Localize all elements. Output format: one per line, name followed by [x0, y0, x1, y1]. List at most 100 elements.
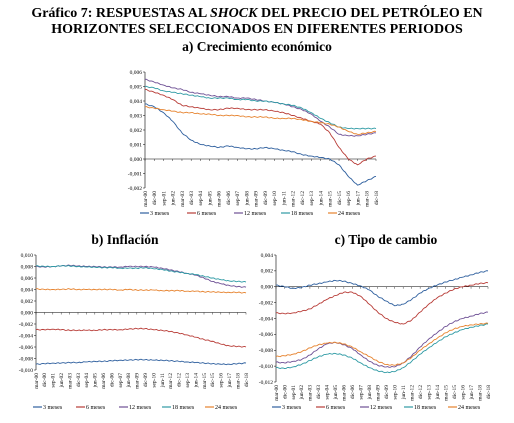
chart-b-x-tick-label: sep-16	[219, 373, 225, 388]
chart-c-series-3-meses	[275, 270, 489, 307]
chart-c-x-tick-label: jun-08	[367, 385, 373, 401]
chart-b-y-tick-label: -0,006	[19, 345, 33, 351]
chart-c-x-tick-label: jun-02	[299, 385, 305, 401]
chart-b-y-tick-label: 0,008	[21, 264, 34, 270]
chart-a-legend-label: 3 meses	[150, 211, 170, 217]
chart-c-x-tick-label: mar-18	[477, 385, 483, 401]
chart-c-y-tick-label: -0,012	[259, 380, 273, 386]
chart-b-x-tick-label: jun-17	[227, 373, 233, 389]
chart-a-y-tick-label: 0,004	[130, 99, 143, 105]
chart-c-x-tick-label: jun-14	[435, 385, 441, 401]
chart-a-x-tick-label: mar-03	[180, 191, 186, 207]
chart-a-x-tick-label: dic-06	[226, 191, 232, 205]
chart-b-legend-label: 6 meses	[86, 405, 106, 411]
chart-b-x-tick-label: mar-12	[168, 373, 174, 389]
chart-a-y-tick-label: 0,000	[130, 157, 143, 163]
chart-c-y-tick-label: 0,002	[261, 269, 274, 275]
chart-c-y-tick-label: -0,008	[259, 348, 273, 354]
chart-c-x-tick-label: dic-00	[282, 385, 288, 399]
chart-a-x-tick-label: sep-13	[309, 191, 315, 206]
chart-a-series-12-meses	[144, 78, 377, 137]
chart-b-x-tick-label: sep-07	[118, 373, 124, 388]
chart-c-y-tick-label: -0,010	[259, 364, 273, 370]
chart-a-x-tick-label: sep-10	[272, 191, 278, 206]
chart-c-legend-label: 3 meses	[282, 405, 302, 411]
chart-b-title: b) Inflación	[91, 232, 159, 247]
chart-c-series-18-meses	[275, 323, 489, 374]
chart-b-x-tick-label: sep-01	[51, 373, 57, 388]
chart-c-x-tick-label: jun-11	[401, 385, 407, 400]
chart-b-y-tick-label: -0,008	[19, 356, 33, 362]
chart-b-legend-label: 18 meses	[172, 405, 195, 411]
chart-a-series-3-meses	[144, 103, 377, 186]
chart-a-x-tick-label: mar-12	[291, 191, 297, 207]
chart-c-y-tick-label: -0,002	[259, 300, 273, 306]
chart-c-legend-label: 24 meses	[458, 405, 481, 411]
chart-b-y-tick-label: 0,000	[21, 310, 34, 316]
chart-c-x-tick-label: dic-15	[452, 385, 458, 399]
chart-c-x-tick-label: mar-12	[409, 385, 415, 401]
chart-a-legend-label: 18 meses	[291, 211, 314, 217]
chart-b-x-tick-label: sep-13	[185, 373, 191, 388]
chart-b-series-24-meses	[35, 288, 247, 294]
chart-c-y-tick-label: 0,000	[261, 285, 274, 291]
figure-title-line2: HORIZONTES SELECCIONADOS EN DIFERENTES P…	[51, 22, 463, 37]
chart-b-legend-label: 3 meses	[43, 405, 63, 411]
chart-a-x-tick-label: dic-18	[374, 191, 380, 205]
chart-a-x-tick-label: mar-06	[217, 191, 223, 207]
chart-c-x-tick-label: mar-09	[376, 385, 382, 401]
chart-c-x-tick-label: sep-16	[460, 385, 466, 400]
chart-c-series-24-meses	[275, 322, 489, 366]
chart-a-x-tick-label: sep-04	[198, 191, 204, 206]
chart-c-legend-label: 6 meses	[326, 405, 346, 411]
chart-b-legend-label: 12 meses	[129, 405, 152, 411]
chart-b-series-12-meses	[35, 264, 247, 288]
chart-a-x-tick-label: mar-09	[254, 191, 260, 207]
chart-a-x-tick-label: mar-18	[365, 191, 371, 207]
figure-title-part3: DEL PRECIO DEL PETRÓLEO EN	[257, 6, 483, 21]
chart-c-x-tick-label: mar-06	[342, 385, 348, 401]
chart-b-x-tick-label: mar-06	[101, 373, 107, 389]
chart-b-x-tick-label: dic-18	[244, 373, 250, 387]
chart-b-x-tick-label: dic-06	[109, 373, 115, 387]
chart-a-series-24-meses	[144, 106, 377, 135]
chart-a-x-tick-label: sep-16	[346, 191, 352, 206]
chart-a-y-tick-label: 0,005	[130, 84, 143, 90]
chart-c-y-tick-label: 0,004	[261, 253, 274, 259]
chart-b-series-18-meses	[35, 264, 247, 283]
chart-b-y-tick-label: 0,004	[21, 287, 34, 293]
chart-b-x-tick-label: dic-15	[210, 373, 216, 387]
chart-b-x-tick-label: mar-09	[135, 373, 141, 389]
chart-b-x-tick-label: jun-05	[93, 373, 99, 389]
chart-b-x-tick-label: sep-04	[84, 373, 90, 388]
chart-c-x-tick-label: dic-12	[418, 385, 424, 399]
chart-a-y-tick-label: 0,001	[130, 142, 143, 148]
chart-a-x-tick-label: jun-02	[171, 191, 177, 207]
chart-c-y-tick-label: -0,006	[259, 332, 273, 338]
chart-c-x-tick-label: mar-03	[308, 385, 314, 401]
chart-b-x-tick-label: mar-15	[202, 373, 208, 389]
chart-c-x-tick-label: jun-05	[333, 385, 339, 401]
chart-b-x-tick-label: jun-14	[193, 373, 199, 389]
figure-title-part1: Gráfico 7: RESPUESTAS AL	[31, 6, 210, 21]
chart-b-y-tick-label: 0,002	[21, 299, 34, 305]
chart-a-y-tick-label: -0,001	[128, 171, 142, 177]
chart-b-x-tick-label: jun-11	[160, 373, 166, 388]
chart-a-y-tick-label: 0,002	[130, 128, 143, 134]
chart-c-x-tick-label: mar-15	[443, 385, 449, 401]
chart-a-x-tick-label: jun-08	[244, 191, 250, 207]
chart-a-x-tick-label: jun-14	[318, 191, 324, 207]
chart-c-x-tick-label: sep-04	[325, 385, 331, 400]
chart-c-series-12-meses	[275, 311, 489, 368]
figure-title-shock: SHOCK	[209, 6, 258, 21]
chart-c-x-tick-label: sep-01	[291, 385, 297, 400]
chart-a-y-tick-label: -0,002	[128, 186, 142, 192]
chart-a-x-tick-label: mar-00	[143, 191, 149, 207]
chart-b-y-tick-label: 0,006	[21, 276, 34, 282]
chart-a-legend-label: 24 meses	[338, 211, 361, 217]
chart-a-x-tick-label: dic-12	[300, 191, 306, 205]
figure-title-line1: Gráfico 7: RESPUESTAS AL SHOCK DEL PRECI…	[0, 6, 514, 21]
chart-b-x-tick-label: dic-00	[42, 373, 48, 387]
